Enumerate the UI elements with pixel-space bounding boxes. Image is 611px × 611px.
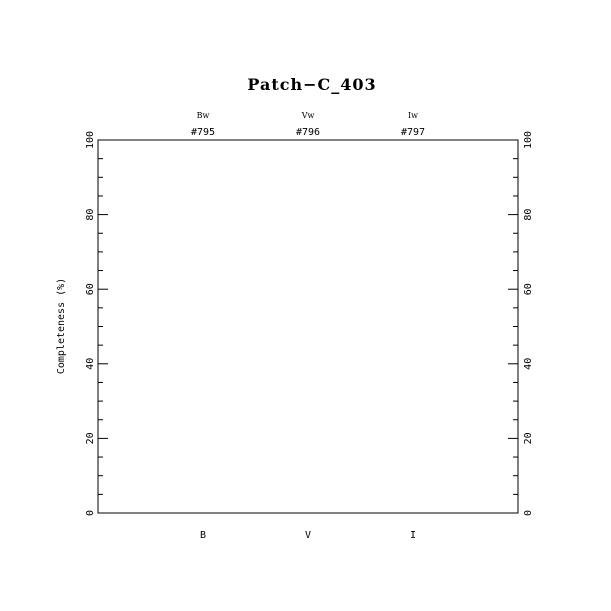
y-tick-label-left: 60 bbox=[85, 283, 96, 295]
filter-label: Iw bbox=[408, 111, 418, 120]
x-category-label: I bbox=[410, 530, 416, 541]
y-tick-label-left: 20 bbox=[85, 432, 96, 444]
y-tick-label-right: 60 bbox=[523, 283, 534, 295]
y-tick-label-right: 100 bbox=[523, 131, 534, 149]
id-label: #795 bbox=[191, 127, 215, 138]
filter-label: Vw bbox=[301, 111, 315, 120]
x-category-label: B bbox=[200, 530, 206, 541]
y-tick-label-right: 0 bbox=[523, 510, 534, 516]
x-category-label: V bbox=[305, 530, 311, 541]
filter-label: Bw bbox=[197, 111, 210, 120]
chart-title: Patch−C_403 bbox=[247, 75, 376, 94]
y-tick-label-left: 40 bbox=[85, 358, 96, 370]
y-tick-label-left: 0 bbox=[85, 510, 96, 516]
id-label: #797 bbox=[401, 127, 425, 138]
id-label: #796 bbox=[296, 127, 320, 138]
plot-frame bbox=[97, 139, 519, 514]
y-tick-label-left: 80 bbox=[85, 209, 96, 221]
y-tick-label-right: 80 bbox=[523, 209, 534, 221]
y-tick-label-right: 40 bbox=[523, 358, 534, 370]
y-tick-label-right: 20 bbox=[523, 432, 534, 444]
y-axis-label: Completeness (%) bbox=[56, 278, 67, 374]
y-tick-label-left: 100 bbox=[85, 131, 96, 149]
